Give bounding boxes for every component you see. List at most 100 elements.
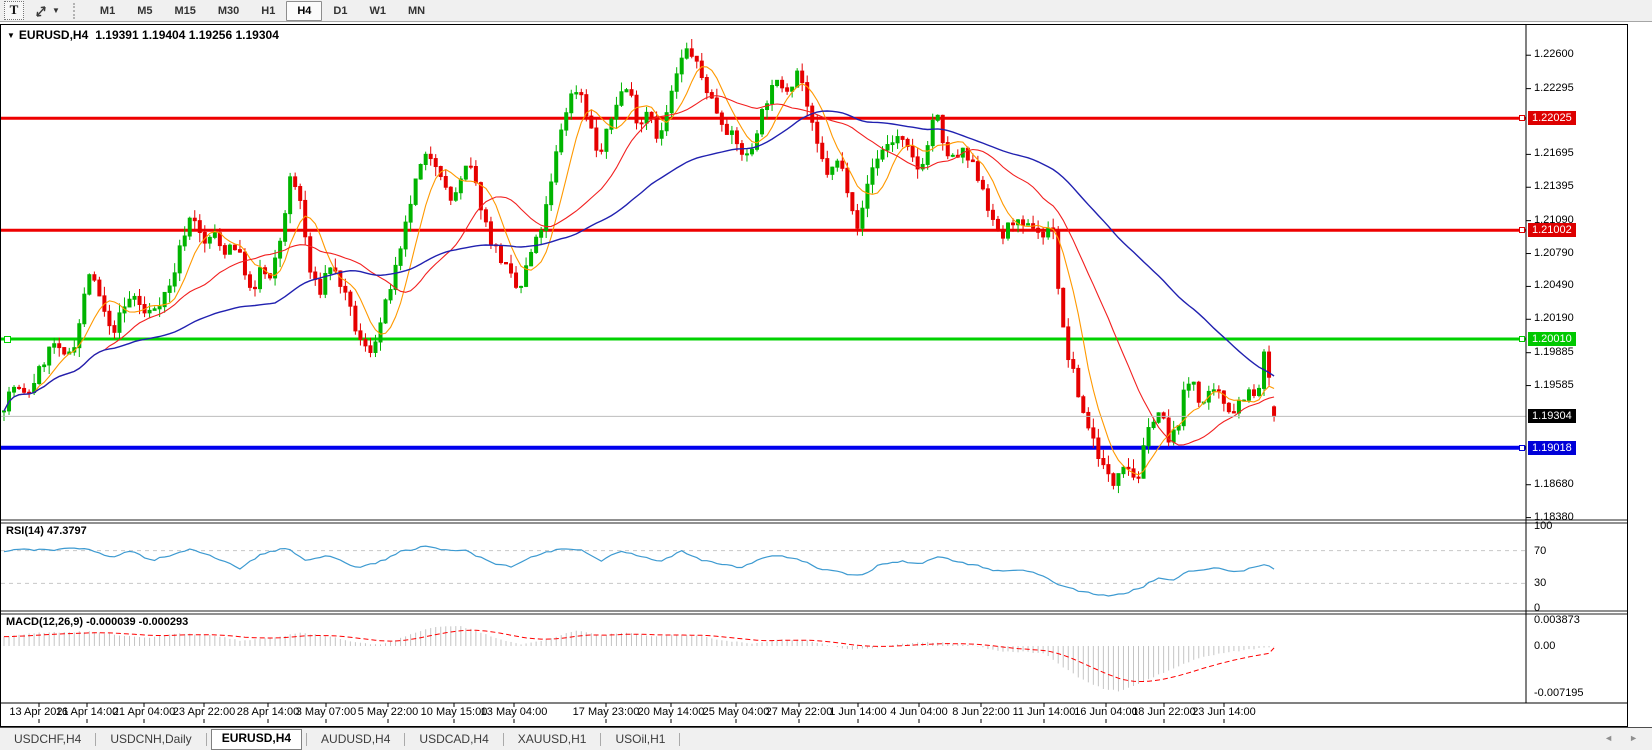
time-axis-label: 18 Jun 22:00 (1132, 706, 1196, 718)
chart-canvas[interactable] (1, 25, 1627, 726)
line-anchor-icon[interactable] (1519, 115, 1525, 122)
price-axis-tick: 1.19885 (1534, 345, 1574, 358)
chart-tab-audusd[interactable]: AUDUSD,H4 (321, 731, 391, 746)
timeframe-button-d1[interactable]: D1 (333, 4, 348, 17)
timeframe-button-h1[interactable]: H1 (261, 4, 276, 17)
panel-splitter[interactable] (1, 609, 1627, 614)
price-axis-tick: 1.18380 (1534, 510, 1574, 523)
ma-line-21 (3, 95, 1275, 446)
tab-scroll-right-icon[interactable]: ► (1629, 733, 1638, 743)
time-axis-label: 17 May 23:00 (572, 706, 640, 718)
cursor-tool-button[interactable]: ▼ (30, 2, 63, 20)
text-tool-button[interactable]: T (4, 1, 24, 20)
chart-tab-xauusd[interactable]: XAUUSD,H1 (517, 731, 587, 746)
time-axis-label: 11 Jun 14:00 (1012, 706, 1076, 718)
time-axis-label: 23 Jun 14:00 (1192, 706, 1256, 718)
tab-separator (404, 732, 406, 746)
quote-open: 1.19391 (95, 28, 139, 42)
time-axis-label: 28 Apr 14:00 (236, 706, 300, 718)
timeframe-button-m5[interactable]: M5 (137, 4, 153, 17)
time-axis-label: 13 Apr 2021 (9, 706, 69, 718)
time-axis-label: 8 Jun 22:00 (952, 706, 1010, 718)
line-anchor-icon[interactable] (1519, 336, 1525, 342)
chart-tab-usoil[interactable]: USOil,H1 (615, 731, 666, 746)
time-axis-label: 1 Jun 14:00 (829, 706, 887, 718)
chart-tabbar: USDCHF,H4 USDCNH,Daily EURUSD,H4 AUDUSD,H4 U… (0, 727, 1652, 750)
quote-low: 1.19256 (188, 28, 233, 42)
time-axis-label: 5 May 22:00 (357, 706, 419, 718)
price-axis-tick: 1.22600 (1534, 48, 1574, 61)
time-axis-label: 10 May 15:00 (420, 706, 488, 718)
double-arrow-icon (36, 5, 46, 17)
price-badge: 1.22025 (1528, 111, 1576, 126)
collapse-triangle-icon[interactable]: ▼ (7, 31, 15, 40)
toolbar-grip (72, 2, 79, 19)
price-axis-tick: 1.22295 (1534, 81, 1574, 94)
macd-axis-tick: 0.003873 (1534, 614, 1580, 627)
chart-tab-usdchf[interactable]: USDCHF,H4 (14, 731, 82, 746)
time-axis-label: 13 May 04:00 (480, 706, 548, 718)
rsi-axis-tick: 100 (1534, 520, 1553, 532)
chart-tab-eurusd[interactable]: EURUSD,H4 (210, 728, 303, 750)
timeframe-button-m15[interactable]: M15 (174, 4, 196, 17)
ma-line-55 (3, 110, 1275, 412)
price-badge: 1.20010 (1528, 332, 1576, 346)
hline-drag-handle[interactable] (4, 336, 11, 343)
top-toolbar: T ▼ M1 M5 M15 M30 H1 H4 D1 W1 MN (0, 0, 1652, 22)
time-axis-label: 23 Apr 22:00 (172, 706, 236, 718)
timeframe-button-w1[interactable]: W1 (369, 4, 386, 17)
macd-panel (3, 626, 1275, 692)
macd-label: MACD(12,26,9) -0.000039 -0.000293 (6, 616, 189, 628)
macd-axis-tick: -0.007195 (1534, 687, 1584, 700)
line-anchor-icon[interactable] (1519, 227, 1525, 234)
price-axis-tick: 1.21090 (1534, 213, 1574, 226)
rsi-axis-tick: 70 (1534, 544, 1547, 557)
chart-window: ▼ EURUSD,H4 1.19391 1.19404 1.19256 1.1930… (0, 24, 1628, 727)
moving-average-lines (3, 66, 1275, 476)
rsi-axis-tick: 30 (1534, 577, 1547, 590)
time-axis-label: 4 Jun 04:00 (890, 706, 948, 718)
price-axis-tick: 1.20490 (1534, 279, 1574, 292)
time-axis-label: 16 Apr 14:00 (55, 706, 119, 718)
price-axis-tick: 1.21395 (1534, 180, 1574, 193)
tab-separator (502, 732, 504, 746)
symbol-label: EURUSD,H4 (18, 28, 89, 42)
quote-high: 1.19404 (142, 28, 186, 42)
tab-separator (306, 732, 308, 746)
timeframe-button-h4[interactable]: H4 (286, 0, 323, 21)
time-axis-label: 3 May 07:00 (295, 706, 357, 718)
chart-tab-usdcad[interactable]: USDCAD,H4 (419, 731, 489, 746)
panel-splitter[interactable] (1, 518, 1627, 523)
horizontal-support-resistance-lines[interactable] (1, 116, 1526, 450)
time-axis-label: 25 May 04:00 (702, 706, 770, 718)
price-axis-tick: 1.18680 (1534, 477, 1574, 490)
macd-signal-line (4, 629, 1275, 682)
timeframe-toolbar: M1 M5 M15 M30 H1 H4 D1 W1 MN (89, 0, 436, 21)
time-axis-label: 27 May 22:00 (765, 706, 833, 718)
dropdown-caret-icon: ▼ (52, 6, 60, 15)
tab-separator (679, 732, 681, 746)
tab-scroll-arrows: ◄ ► (1604, 733, 1638, 743)
candlestick-series (2, 39, 1277, 494)
price-axis-tick: 1.21695 (1534, 147, 1574, 160)
macd-axis-tick: 0.00 (1534, 640, 1556, 652)
tab-separator (600, 732, 602, 746)
quote-close: 1.19304 (235, 28, 279, 42)
price-badge: 1.21002 (1528, 223, 1576, 238)
price-axis-tick: 1.19585 (1534, 378, 1574, 391)
timeframe-button-m30[interactable]: M30 (217, 4, 240, 17)
line-anchor-icon[interactable] (1519, 444, 1525, 451)
price-axis-tick: 1.20190 (1534, 312, 1574, 325)
chart-tab-usdcnh[interactable]: USDCNH,Daily (110, 731, 192, 746)
price-badge: 1.19304 (1528, 409, 1576, 424)
time-axis-label: 16 Jun 04:00 (1074, 706, 1138, 718)
rsi-line (3, 545, 1275, 597)
tab-scroll-left-icon[interactable]: ◄ (1604, 733, 1614, 743)
time-axis-label: 20 May 14:00 (637, 706, 705, 718)
ma-line-7 (3, 66, 1275, 476)
chart-tabs: USDCHF,H4 USDCNH,Daily EURUSD,H4 AUDUSD,H4 U… (4, 728, 684, 750)
chart-title: ▼ EURUSD,H4 1.19391 1.19404 1.19256 1.1930… (7, 28, 279, 42)
timeframe-button-mn[interactable]: MN (407, 4, 426, 17)
timeframe-button-m1[interactable]: M1 (99, 4, 116, 17)
